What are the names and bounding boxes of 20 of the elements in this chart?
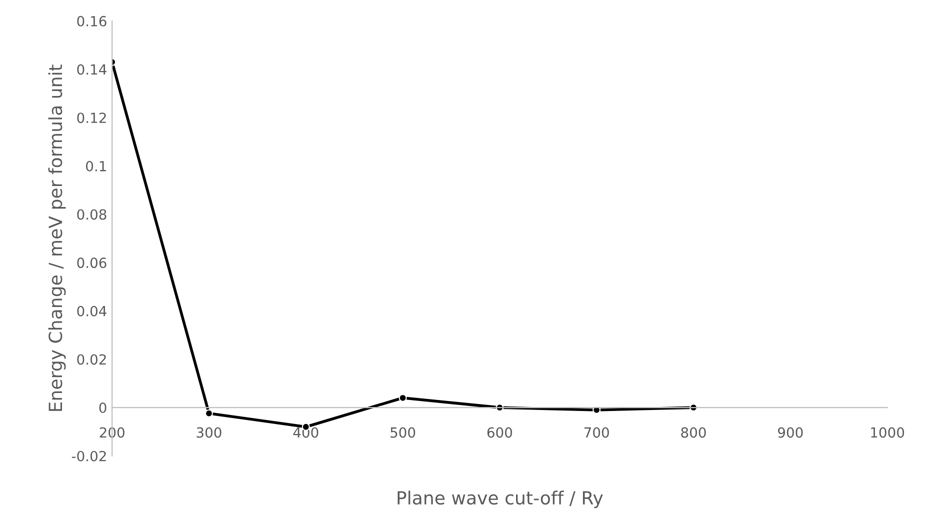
y-tick-label: 0.02 [77,354,106,365]
y-tick-label: 0.1 [86,160,106,172]
y-tick-label: 0 [99,402,106,414]
y-tick-label: -0.02 [72,450,106,462]
x-tick-label: 300 [196,427,222,438]
x-tick-label: 700 [584,427,609,438]
x-tick-label: 1000 [871,427,904,438]
y-tick-label: 0.12 [77,112,106,124]
y-axis-title: Energy Change / meV per formula unit [48,64,66,411]
x-tick-label: 800 [681,427,706,438]
y-tick-label: 0.14 [77,64,106,75]
y-tick-label: 0.08 [77,209,106,220]
x-tick-label: 900 [778,427,803,438]
x-tick-label: 500 [390,427,416,438]
y-tick-label: 0.06 [77,258,106,268]
x-tick-label: 600 [487,427,512,438]
y-tick-label: 0.04 [77,306,106,316]
y-tick-label: 0.16 [77,16,106,26]
x-tick-label: 200 [100,427,124,438]
x-axis-title: Plane wave cut-off / Ry [398,490,603,508]
